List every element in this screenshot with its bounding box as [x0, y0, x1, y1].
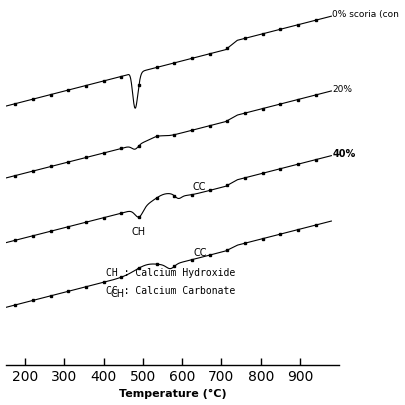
- Text: CH : Calcium Hydroxide: CH : Calcium Hydroxide: [106, 268, 235, 278]
- Text: CC: CC: [194, 248, 207, 258]
- Text: 40%: 40%: [332, 149, 356, 159]
- Text: 0% scoria (con: 0% scoria (con: [332, 10, 399, 19]
- Text: 20%: 20%: [332, 85, 352, 94]
- Text: CC : Calcium Carbonate: CC : Calcium Carbonate: [106, 286, 235, 296]
- Text: CH: CH: [132, 227, 146, 237]
- X-axis label: Temperature (°C): Temperature (°C): [119, 389, 226, 399]
- Text: CC: CC: [192, 182, 205, 192]
- Text: CH: CH: [111, 289, 124, 298]
